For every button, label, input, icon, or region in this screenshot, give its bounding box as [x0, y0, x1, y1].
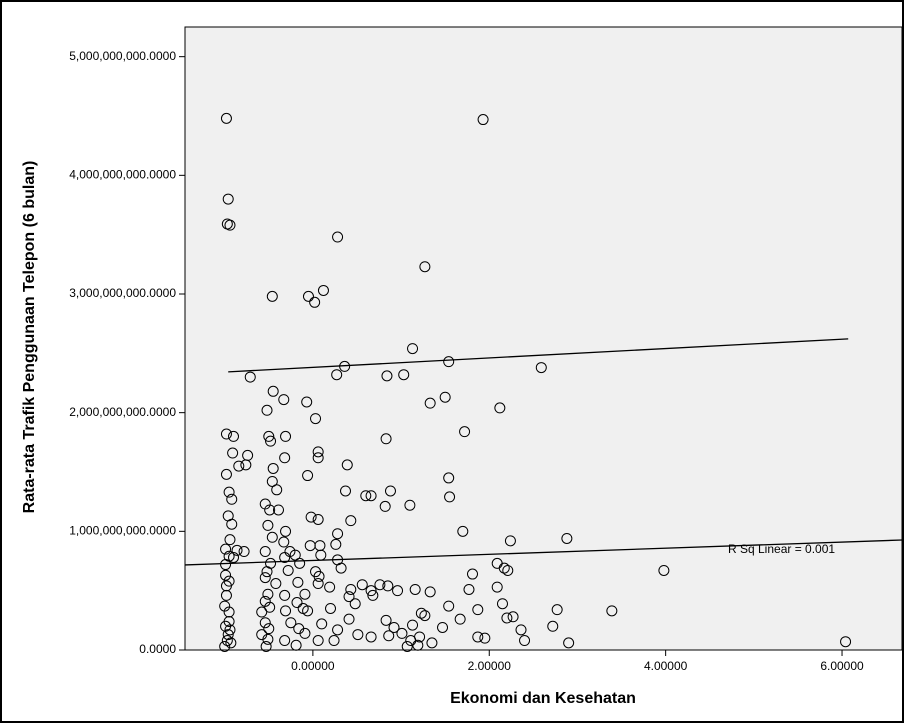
y-tick-label: 2,000,000,000.0000 [69, 405, 176, 419]
x-tick-label: 4.00000 [644, 659, 688, 673]
y-tick-label: 1,000,000,000.0000 [69, 524, 176, 538]
x-tick-label: 0.00000 [291, 659, 335, 673]
x-axis-title: Ekonomi dan Kesehatan [450, 690, 636, 707]
x-tick-label: 2.00000 [468, 659, 512, 673]
x-tick-label: 6.00000 [820, 659, 864, 673]
annotation: R Sq Linear = 0.001 [728, 542, 835, 556]
y-tick-label: 5,000,000,000.0000 [69, 49, 176, 63]
plot-area [185, 27, 902, 650]
chart: Ekonomi dan Kesehatan Rata-rata Trafik P… [0, 0, 904, 723]
y-axis-title: Rata-rata Trafik Penggunaan Telepon (6 b… [21, 161, 38, 514]
y-tick-label: 4,000,000,000.0000 [69, 168, 176, 182]
y-tick-label: 0.0000 [139, 642, 176, 656]
y-tick-label: 3,000,000,000.0000 [69, 286, 176, 300]
